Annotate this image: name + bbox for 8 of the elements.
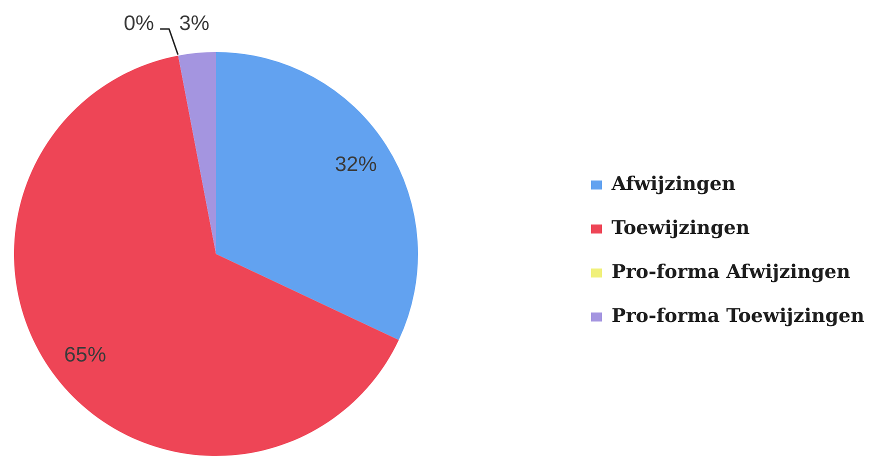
legend-label: Pro-forma Toewijzingen — [612, 304, 865, 327]
legend-label: Pro-forma Afwijzingen — [612, 260, 850, 283]
legend-label: Toewijzingen — [612, 216, 750, 239]
data-label: 3% — [179, 12, 210, 35]
data-label: 32% — [334, 153, 377, 176]
data-label: 65% — [64, 343, 106, 366]
text: 0% — [124, 12, 154, 35]
legend-label: Afwijzingen — [610, 172, 736, 195]
